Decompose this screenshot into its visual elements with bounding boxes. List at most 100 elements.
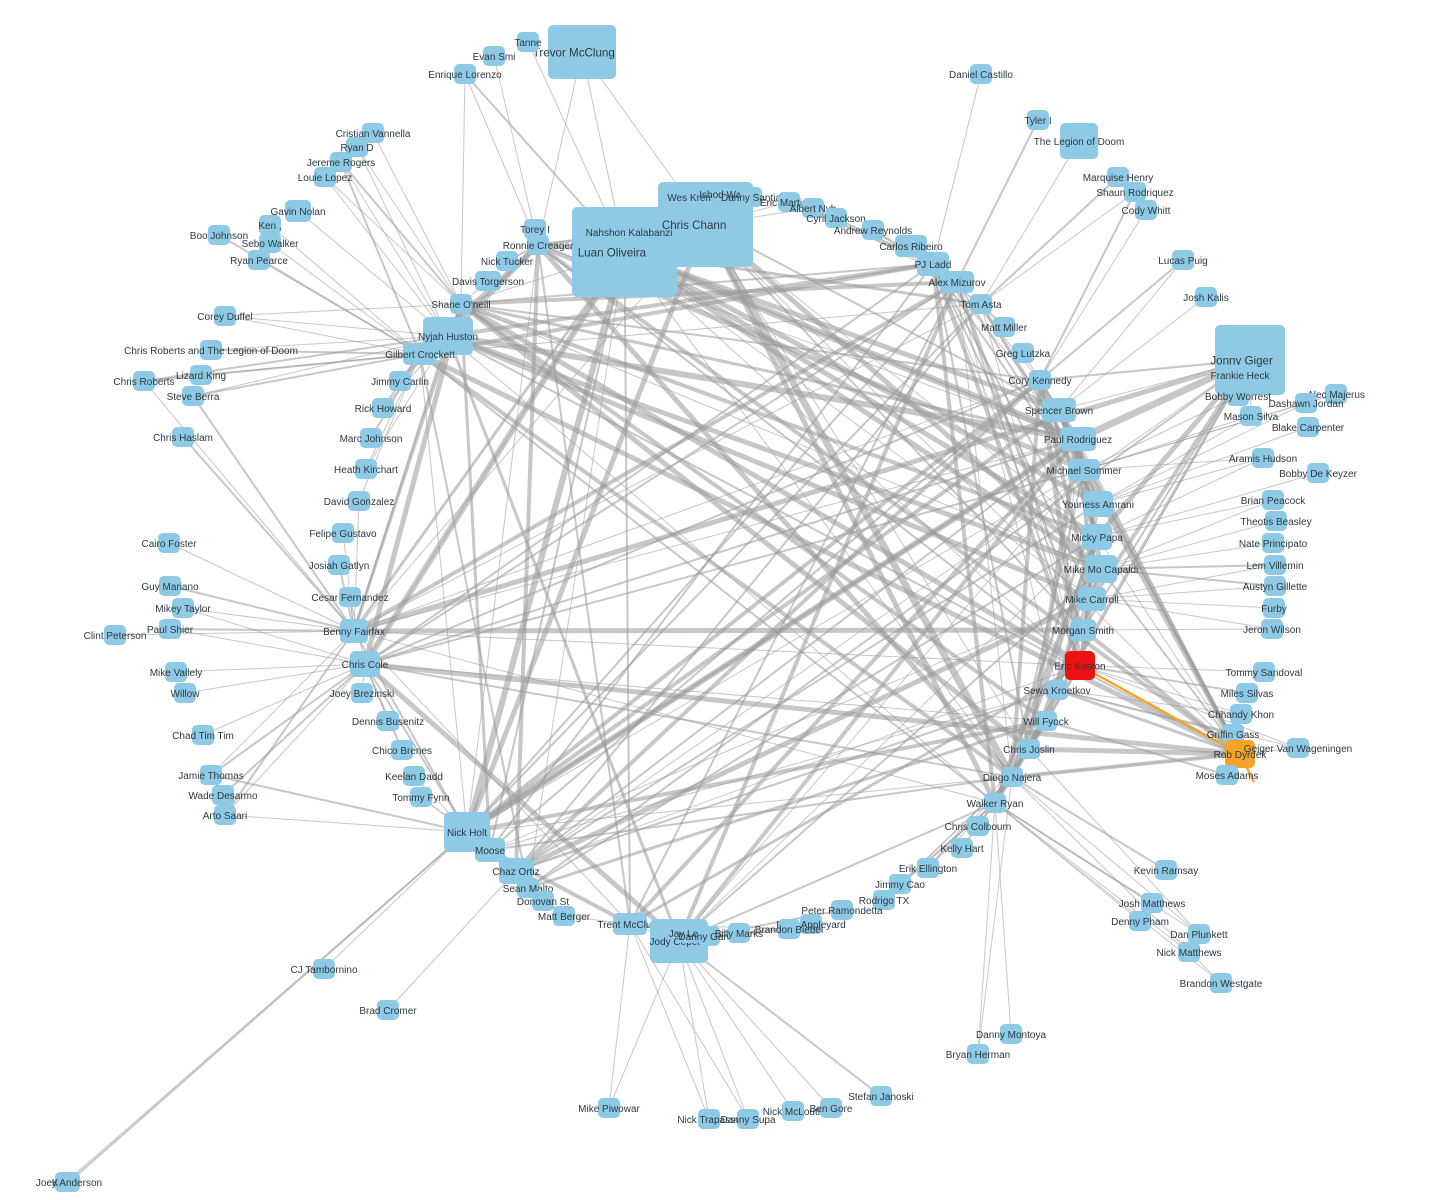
svg-text:Geiger Van Wageningen: Geiger Van Wageningen: [1244, 744, 1352, 755]
svg-text:Greg Lutzka: Greg Lutzka: [996, 349, 1051, 360]
svg-text:Enrique Lorenzo: Enrique Lorenzo: [428, 70, 502, 81]
svg-text:Mike Piwowar: Mike Piwowar: [578, 1104, 640, 1115]
svg-text:Griffin Gass: Griffin Gass: [1207, 730, 1260, 741]
svg-text:Marquise Henry: Marquise Henry: [1083, 173, 1154, 184]
svg-text:Billy Marks: Billy Marks: [715, 929, 763, 940]
svg-text:Will Fyock: Will Fyock: [1023, 717, 1070, 728]
svg-text:Joey Anderson: Joey Anderson: [36, 1178, 102, 1189]
svg-text:Mike Vallely: Mike Vallely: [150, 668, 203, 679]
svg-text:Ben Gore: Ben Gore: [810, 1104, 853, 1115]
svg-text:Mikey Taylor: Mikey Taylor: [155, 604, 211, 615]
svg-text:Sebo Walker: Sebo Walker: [242, 239, 300, 250]
svg-text:Walker Ryan: Walker Ryan: [967, 799, 1024, 810]
svg-text:Ryan Pearce: Ryan Pearce: [230, 256, 288, 267]
svg-text:Sewa Kroetkov: Sewa Kroetkov: [1023, 686, 1090, 697]
svg-text:Chris Joslin: Chris Joslin: [1003, 745, 1055, 756]
svg-text:Furby: Furby: [1261, 604, 1287, 615]
svg-text:Louie Lopez: Louie Lopez: [298, 173, 353, 184]
svg-text:Micky Papa: Micky Papa: [1071, 533, 1123, 544]
svg-text:Cristian Vannella: Cristian Vannella: [336, 129, 411, 140]
svg-text:Jeron Wilson: Jeron Wilson: [1243, 625, 1301, 636]
svg-text:PJ Ladd: PJ Ladd: [915, 260, 952, 271]
svg-text:Luan Oliveira: Luan Oliveira: [578, 246, 647, 259]
svg-text:Tyler I: Tyler I: [1024, 116, 1051, 127]
svg-text:Paul Shier: Paul Shier: [147, 625, 194, 636]
svg-text:Tommy Sandoval: Tommy Sandoval: [1226, 668, 1303, 679]
svg-text:Matt Berger: Matt Berger: [538, 912, 591, 923]
svg-text:Corey Duffel: Corey Duffel: [197, 312, 252, 323]
svg-text:Frankie Heck: Frankie Heck: [1211, 371, 1271, 382]
svg-text:Joey Brezinski: Joey Brezinski: [330, 689, 394, 700]
svg-text:Theotis Beasley: Theotis Beasley: [1240, 517, 1311, 528]
svg-text:Benny Fairfax: Benny Fairfax: [323, 627, 385, 638]
svg-text:Brandon Biebel: Brandon Biebel: [755, 925, 823, 936]
svg-text:Michael Sommer: Michael Sommer: [1046, 466, 1122, 477]
svg-text:Brad Cromer: Brad Cromer: [359, 1006, 417, 1017]
svg-text:Brandon Westgate: Brandon Westgate: [1180, 979, 1263, 990]
svg-text:Josh Matthews: Josh Matthews: [1119, 899, 1186, 910]
svg-text:Gilbert Crockett: Gilbert Crockett: [385, 350, 455, 361]
svg-text:Jimmy Cao: Jimmy Cao: [875, 880, 925, 891]
svg-text:Rick Howard: Rick Howard: [355, 404, 412, 415]
svg-text:Moose: Moose: [475, 846, 505, 857]
svg-text:Chad Tim Tim: Chad Tim Tim: [172, 731, 234, 742]
svg-text:Lem Villemin: Lem Villemin: [1246, 561, 1303, 572]
svg-text:Jamie Thomas: Jamie Thomas: [178, 771, 243, 782]
svg-text:Danny Montoya: Danny Montoya: [976, 1030, 1046, 1041]
svg-text:Shaun Rodriquez: Shaun Rodriquez: [1096, 188, 1173, 199]
svg-text:Cody Whitt: Cody Whitt: [1122, 206, 1171, 217]
svg-text:Evan Smi: Evan Smi: [473, 52, 516, 63]
svg-text:Denny Pham: Denny Pham: [1111, 917, 1169, 928]
svg-text:Steve Berra: Steve Berra: [167, 392, 220, 403]
svg-text:Matt Miller: Matt Miller: [981, 323, 1028, 334]
svg-text:The Legion of Doom: The Legion of Doom: [1034, 137, 1125, 148]
svg-text:Chris Roberts: Chris Roberts: [113, 377, 174, 388]
svg-text:Bobby Worrest: Bobby Worrest: [1205, 392, 1271, 403]
svg-text:Guy Mariano: Guy Mariano: [141, 582, 199, 593]
svg-text:Carlos Ribeiro: Carlos Ribeiro: [879, 242, 943, 253]
svg-text:Ronnie Creager: Ronnie Creager: [503, 241, 574, 252]
svg-text:Nyjah Huston: Nyjah Huston: [418, 332, 478, 343]
svg-text:Dennis Busenitz: Dennis Busenitz: [352, 717, 424, 728]
svg-text:Cory Kennedy: Cory Kennedy: [1008, 376, 1071, 387]
svg-text:Shane O'neill: Shane O'neill: [431, 300, 490, 311]
svg-text:Youness Amrani: Youness Amrani: [1062, 500, 1134, 511]
svg-text:Lizard King: Lizard King: [176, 371, 226, 382]
svg-text:Chaz Ortiz: Chaz Ortiz: [492, 867, 539, 878]
svg-text:Chris Colbourn: Chris Colbourn: [945, 822, 1012, 833]
svg-text:Bobby De Keyzer: Bobby De Keyzer: [1279, 469, 1357, 480]
svg-text:Morgan Smith: Morgan Smith: [1052, 626, 1114, 637]
svg-text:Nick Holt: Nick Holt: [447, 828, 487, 839]
svg-text:Nahshon Kalabanzi: Nahshon Kalabanzi: [586, 228, 673, 239]
svg-text:Diego Najera: Diego Najera: [983, 773, 1042, 784]
svg-text:Boo Johnson: Boo Johnson: [190, 231, 248, 242]
svg-text:Paul Rodriguez: Paul Rodriguez: [1044, 435, 1112, 446]
svg-text:Spencer Brown: Spencer Brown: [1025, 406, 1093, 417]
svg-text:Nick Matthews: Nick Matthews: [1156, 948, 1221, 959]
svg-text:Jereme Rogers: Jereme Rogers: [307, 158, 375, 169]
svg-text:Mike Carroll: Mike Carroll: [1065, 595, 1118, 606]
svg-text:Brian Peacock: Brian Peacock: [1241, 496, 1306, 507]
svg-text:Willow: Willow: [171, 689, 201, 700]
svg-text:Davis Torgerson: Davis Torgerson: [452, 277, 524, 288]
svg-text:Chhandy Khon: Chhandy Khon: [1208, 710, 1274, 721]
svg-text:Miles Silvas: Miles Silvas: [1221, 689, 1274, 700]
svg-text:Dashawn Jordan: Dashawn Jordan: [1268, 399, 1343, 410]
svg-text:Cyril Jackson: Cyril Jackson: [806, 214, 865, 225]
svg-text:Marc Johnson: Marc Johnson: [340, 434, 403, 445]
svg-text:Josh Kalis: Josh Kalis: [1183, 293, 1229, 304]
svg-text:Austyn Gillette: Austyn Gillette: [1243, 582, 1308, 593]
svg-text:Lucas Puig: Lucas Puig: [1158, 256, 1207, 267]
svg-text:Heath Kirchart: Heath Kirchart: [334, 465, 398, 476]
svg-text:Dan Plunkett: Dan Plunkett: [1170, 930, 1227, 941]
svg-text:CJ Tambornino: CJ Tambornino: [290, 965, 358, 976]
svg-text:Tommy Fynn: Tommy Fynn: [392, 793, 449, 804]
svg-text:Keelan Dadd: Keelan Dadd: [385, 772, 443, 783]
svg-text:Alex Mizurov: Alex Mizurov: [928, 278, 985, 289]
svg-text:Nick Tucker: Nick Tucker: [481, 257, 534, 268]
svg-text:Blake Carpenter: Blake Carpenter: [1272, 423, 1345, 434]
svg-text:Torey I: Torey I: [520, 225, 550, 236]
svg-text:Mike Mo Capaldi: Mike Mo Capaldi: [1064, 565, 1138, 576]
svg-text:Stefan Janoski: Stefan Janoski: [848, 1092, 914, 1103]
svg-text:Bryan Herman: Bryan Herman: [946, 1050, 1010, 1061]
